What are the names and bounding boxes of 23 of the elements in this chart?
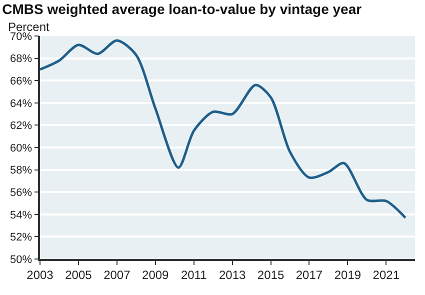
y-tick-label: 58% <box>10 164 32 177</box>
y-tick-label: 52% <box>10 232 32 244</box>
chart-title: CMBS weighted average loan-to-value by vintage year <box>2 1 362 18</box>
y-tick-label: 64% <box>10 98 32 110</box>
y-tick-label: 50% <box>10 254 32 266</box>
y-tick-label: 56% <box>10 186 32 199</box>
y-tick-label: 60% <box>10 142 32 154</box>
line-series <box>40 39 407 219</box>
x-tick-label: 2011 <box>180 268 208 282</box>
x-tick-label: 2003 <box>26 268 54 282</box>
y-tick-label: 54% <box>10 209 32 222</box>
x-tick-label: 2013 <box>218 268 246 282</box>
x-tick-label: 2021 <box>372 268 400 282</box>
x-tick-label: 2015 <box>257 268 284 282</box>
x-tick-label: 2009 <box>142 268 170 282</box>
x-tick-label: 2005 <box>65 268 92 282</box>
y-tick-label: 68% <box>10 53 32 66</box>
y-tick-label: 62% <box>10 120 32 132</box>
y-tick-label: 70% <box>10 30 32 43</box>
x-tick-label: 2017 <box>296 268 323 282</box>
x-tick-label: 2019 <box>334 268 362 282</box>
x-tick-label: 2007 <box>104 268 131 282</box>
y-tick-label: 66% <box>10 75 32 88</box>
